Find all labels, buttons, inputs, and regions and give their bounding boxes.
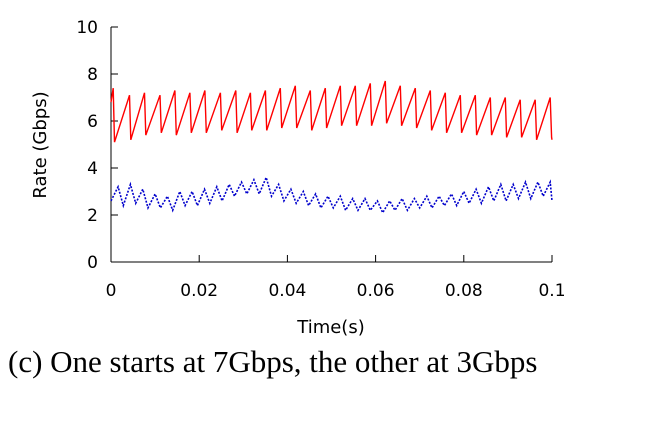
y-tick-label: 10 (76, 18, 98, 38)
x-axis-label: Time(s) (296, 317, 364, 338)
y-tick-label: 4 (87, 159, 98, 179)
x-tick-label: 0.08 (445, 281, 483, 301)
x-tick-label: 0.1 (538, 281, 565, 301)
y-tick-label: 8 (87, 65, 98, 85)
x-axis-ticks: 0 0.02 0.04 0.06 0.08 0.1 (106, 255, 566, 301)
y-axis-label: Rate (Gbps) (30, 91, 51, 198)
rate-chart: 0 0.02 0.04 0.06 0.08 0.1 0 2 4 6 8 10 Time(s) Rat… (30, 18, 566, 338)
x-tick-label: 0.04 (268, 281, 306, 301)
series-group (110, 80, 553, 215)
y-tick-label: 6 (87, 112, 98, 132)
y-axis-ticks: 0 2 4 6 8 10 (76, 18, 118, 273)
x-tick-label: 0 (106, 281, 117, 301)
series-line-blue (110, 174, 553, 215)
y-tick-label: 2 (87, 206, 98, 226)
series-line-red (110, 80, 553, 143)
chart-axes (110, 27, 552, 263)
y-tick-label: 0 (87, 253, 98, 273)
x-tick-label: 0.06 (357, 281, 395, 301)
x-tick-label: 0.02 (180, 281, 218, 301)
figure-caption: (c) One starts at 7Gbps, the other at 3G… (8, 344, 538, 379)
